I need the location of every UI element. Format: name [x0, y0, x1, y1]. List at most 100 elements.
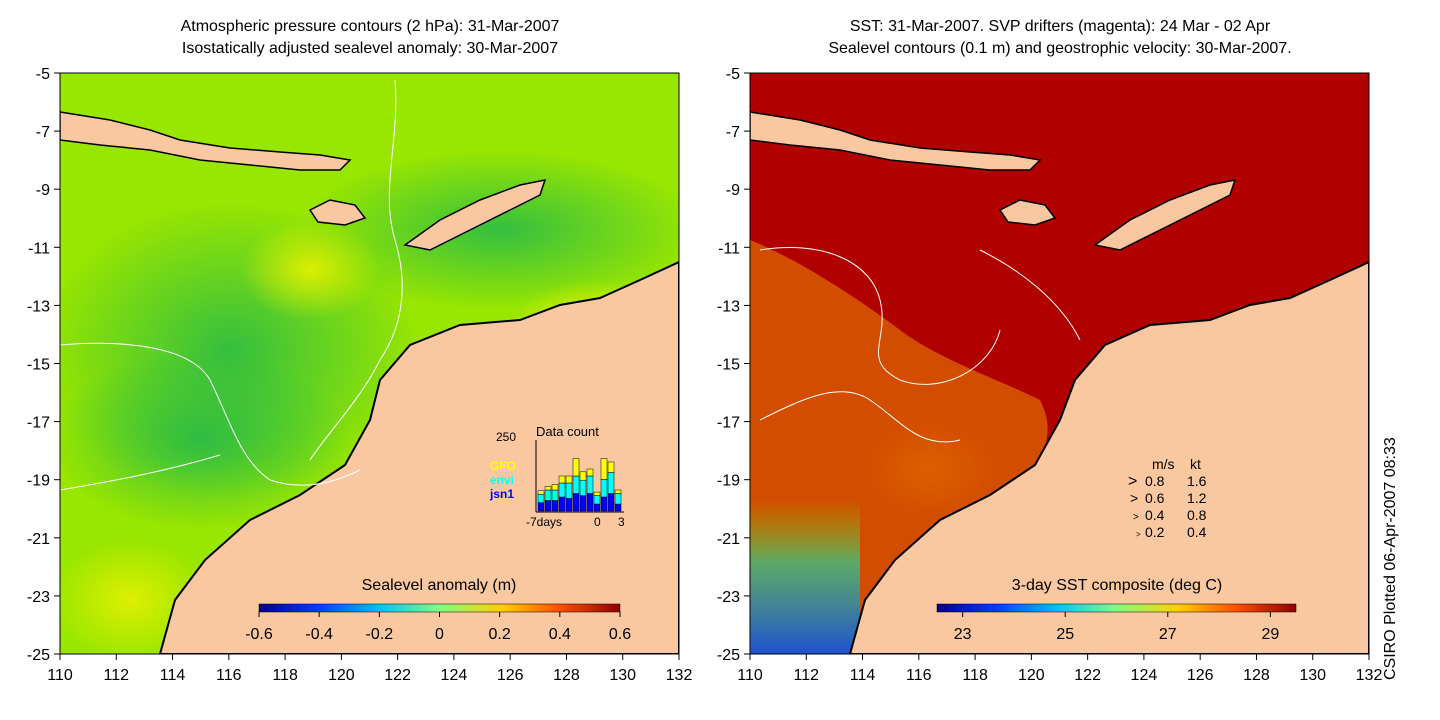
colorbar-tick-label: -0.2 — [366, 626, 394, 643]
inset-bar-segment-gfo — [579, 471, 587, 481]
inset-bar-segment-gfo — [572, 458, 580, 477]
right-title-line1: SST: 31-Mar-2007. SVP drifters (magenta)… — [849, 18, 1271, 35]
x-tick-label: 118 — [962, 667, 988, 684]
colorbar-tick-label: 25 — [1056, 626, 1074, 643]
left-nusa-tenggara-islands — [60, 111, 352, 171]
velocity-legend-kt: 1.2 — [1187, 490, 1207, 506]
inset-bar-segment-gfo — [586, 468, 594, 477]
left-pressure-contour — [60, 454, 221, 491]
inset-bar-segment-jsn1 — [607, 493, 615, 512]
velocity-legend-ms: 0.8 — [1145, 473, 1165, 489]
inset-bar-segment-jsn1 — [558, 496, 566, 512]
x-tick-label: 112 — [794, 667, 820, 684]
x-tick-label: 114 — [160, 667, 186, 684]
x-tick-label: 128 — [553, 667, 580, 684]
colorbar-tick-label: 0.6 — [609, 626, 631, 643]
y-tick-label: -13 — [27, 298, 50, 315]
y-tick-label: -11 — [28, 240, 50, 257]
colorbar-tick-label: 29 — [1261, 626, 1279, 643]
velocity-legend-arrow: > — [1130, 490, 1138, 506]
inset-bar-segment-jsn1 — [544, 500, 552, 512]
y-tick-label: -5 — [36, 66, 50, 83]
inset-bar-segment-envi — [586, 475, 594, 494]
sealevel-colorbar-label: Sealevel anomaly (m) — [362, 577, 517, 594]
colorbar-tick-label: -0.6 — [245, 626, 273, 643]
y-tick-label: -19 — [717, 473, 740, 490]
x-tick-label: 118 — [272, 667, 298, 684]
x-tick-label: 112 — [104, 667, 130, 684]
x-tick-label: 132 — [1356, 667, 1383, 684]
right-coldest-sst-region — [750, 500, 860, 654]
inset-bar-segment-jsn1 — [565, 498, 573, 512]
inset-bar-segment-envi — [614, 493, 622, 505]
y-tick-label: -25 — [27, 647, 50, 664]
inset-bar-segment-jsn1 — [614, 503, 622, 512]
y-tick-label: -21 — [27, 531, 50, 548]
sst-map — [750, 73, 1369, 654]
velocity-legend-arrow: > — [1128, 473, 1137, 490]
velocity-legend-header-kt: kt — [1190, 456, 1201, 472]
sst-colorbar — [936, 603, 1297, 613]
inset-bar-segment-envi — [593, 495, 601, 505]
y-tick-label: -15 — [717, 357, 740, 374]
x-tick-label: 126 — [497, 667, 524, 684]
sealevel-colorbar — [258, 603, 621, 613]
inset-bar-segment-envi — [537, 493, 545, 503]
colorbar-tick-label: 27 — [1159, 626, 1177, 643]
right-map-title: SST: 31-Mar-2007. SVP drifters (magenta)… — [750, 16, 1370, 60]
x-tick-label: 110 — [47, 667, 73, 684]
inset-legend-envi: envi — [490, 473, 514, 487]
inset-bar-segment-envi — [565, 482, 573, 499]
right-cooler-sst-region — [860, 420, 1000, 520]
inset-bar-segment-gfo — [614, 489, 622, 494]
left-timor-island — [403, 179, 547, 251]
colorbar-tick-label: 0 — [435, 626, 444, 643]
inset-bar-segment-gfo — [551, 484, 559, 491]
x-tick-label: 124 — [441, 667, 468, 684]
x-tick-label: 128 — [1243, 667, 1270, 684]
left-sumba-island — [308, 199, 367, 226]
inset-bar-segment-jsn1 — [572, 493, 580, 512]
inset-bar-segment-envi — [607, 472, 615, 494]
y-tick-label: -23 — [717, 589, 740, 606]
colorbar-tick-label: -0.4 — [305, 626, 333, 643]
inset-bar-segment-gfo — [593, 491, 601, 496]
x-tick-label: 120 — [328, 667, 355, 684]
velocity-legend-header-ms: m/s — [1152, 456, 1175, 472]
y-tick-label: -19 — [27, 473, 50, 490]
left-map-title: Atmospheric pressure contours (2 hPa): 3… — [60, 16, 680, 60]
inset-x-label-zero: 0 — [594, 515, 601, 529]
y-tick-label: -7 — [36, 124, 50, 141]
velocity-legend-kt: 0.8 — [1187, 507, 1207, 523]
x-tick-label: 130 — [1299, 667, 1326, 684]
x-tick-label: 110 — [737, 667, 763, 684]
y-tick-label: -9 — [726, 182, 740, 199]
y-tick-label: -9 — [36, 182, 50, 199]
right-nusa-tenggara-islands — [750, 111, 1042, 171]
y-tick-label: -11 — [718, 240, 740, 257]
inset-bar-segment-envi — [558, 482, 566, 498]
inset-bar-segment-jsn1 — [586, 493, 594, 512]
inset-bar-segment-jsn1 — [579, 495, 587, 512]
inset-bar-segment-envi — [544, 489, 552, 501]
x-tick-label: 122 — [1074, 667, 1101, 684]
x-tick-label: 124 — [1131, 667, 1158, 684]
x-tick-label: 122 — [384, 667, 411, 684]
x-tick-label: 132 — [666, 667, 693, 684]
velocity-legend-kt: 0.4 — [1187, 524, 1207, 540]
velocity-legend-kt: 1.6 — [1187, 473, 1207, 489]
y-tick-label: -17 — [27, 415, 50, 432]
sst-colorbar-ticks: 23 25 27 29 — [954, 612, 1279, 643]
x-tick-label: 120 — [1018, 667, 1045, 684]
credit-label: CSIRO Plotted 06-Apr-2007 08:33 — [1382, 437, 1399, 680]
inset-bars — [537, 458, 622, 512]
sealevel-colorbar-ticks: -0.6 -0.4 -0.2 0 0.2 0.4 0.6 — [245, 612, 631, 643]
colorbar-tick-label: 23 — [954, 626, 972, 643]
left-low-anomaly-region — [300, 150, 679, 310]
colorbar-tick-label: 0.4 — [549, 626, 571, 643]
inset-bar-segment-jsn1 — [537, 502, 545, 512]
x-tick-label: 116 — [216, 667, 242, 684]
velocity-legend-arrow: > — [1136, 530, 1141, 539]
map-axis-ticks: 110 112 114 116 118 120 122 124 126 128 130 132 -5 -7… — [27, 66, 1383, 684]
right-sealevel-contour — [759, 246, 1001, 385]
